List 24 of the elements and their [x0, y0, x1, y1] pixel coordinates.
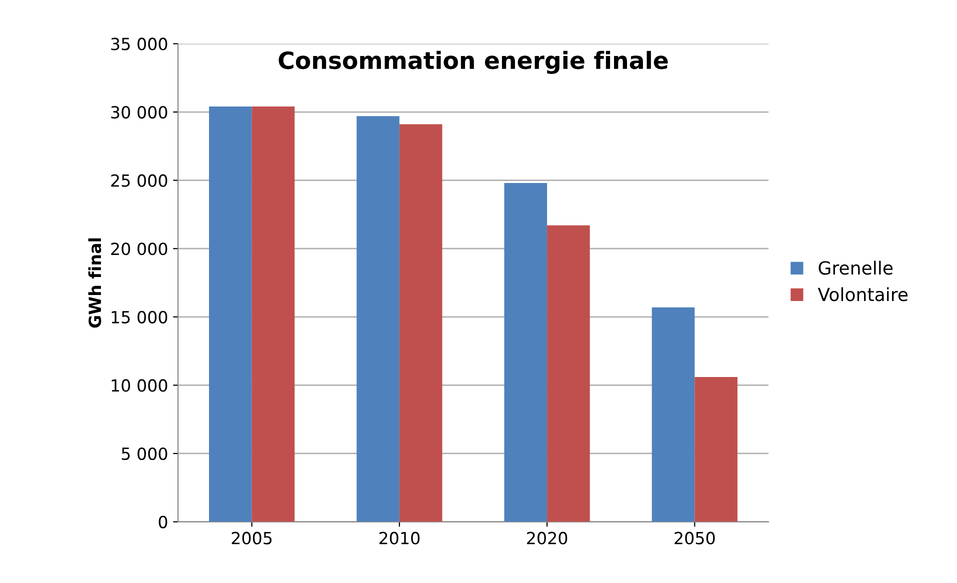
bar — [399, 124, 442, 522]
x-tick-label: 2020 — [527, 532, 568, 544]
bar — [694, 377, 738, 522]
x-tick-label: 2010 — [379, 532, 420, 544]
y-axis-title: GWh final — [88, 238, 102, 328]
y-tick-label: 30 000 — [111, 106, 168, 119]
y-tick-label: 15 000 — [112, 310, 168, 324]
x-tick-label: 2005 — [232, 532, 272, 544]
bar — [209, 106, 252, 522]
legend-label: Volontaire — [818, 287, 908, 302]
y-tick-label: 20 000 — [111, 242, 168, 256]
legend-label: Grenelle — [818, 260, 893, 275]
chart-title: Consommation energie finale — [278, 50, 668, 74]
y-tick-label: 35 000 — [111, 38, 168, 50]
bar — [652, 307, 695, 522]
y-tick-label: 5 000 — [122, 447, 168, 460]
y-tick-label: 10 000 — [112, 379, 168, 392]
y-tick-label: 25 000 — [111, 174, 168, 187]
bar — [504, 183, 548, 522]
x-tick-label: 2050 — [674, 532, 715, 544]
bar — [356, 116, 400, 522]
bar — [252, 106, 295, 522]
y-tick-label: 0 — [158, 516, 168, 528]
bar — [547, 225, 590, 522]
